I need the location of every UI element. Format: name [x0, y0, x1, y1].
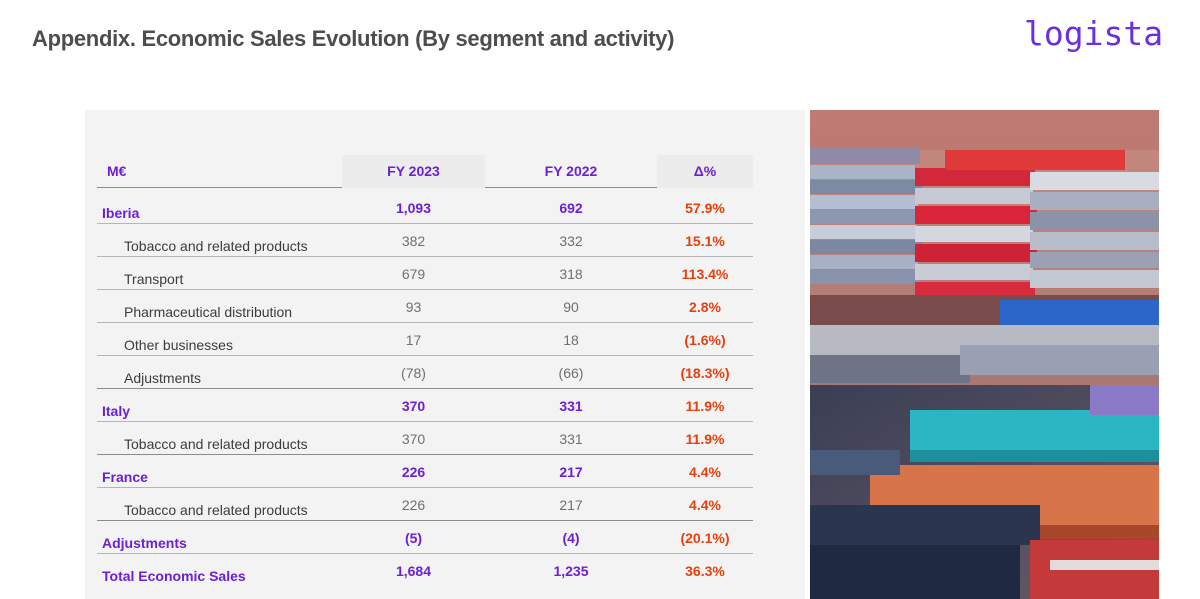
table-row: Tobacco and related products 382 332 15.…: [97, 224, 753, 257]
row-label: Iberia: [102, 205, 140, 221]
table-row: Adjustments (78) (66) (18.3%): [97, 356, 753, 389]
value-fy2023: 370: [401, 431, 426, 447]
value-fy2022: 90: [563, 299, 579, 315]
table-row: Adjustments (5) (4) (20.1%): [97, 521, 753, 554]
value-fy2022: 18: [563, 332, 579, 348]
value-delta: 4.4%: [689, 497, 721, 513]
value-delta: 36.3%: [685, 563, 725, 579]
page-title: Appendix. Economic Sales Evolution (By s…: [32, 26, 675, 51]
value-fy2022: (4): [562, 530, 580, 546]
value-fy2023: 679: [401, 266, 426, 282]
value-delta: (20.1%): [680, 530, 730, 546]
table-row-total: Total Economic Sales 1,684 1,235 36.3%: [97, 554, 753, 587]
value-delta: 15.1%: [685, 233, 725, 249]
value-fy2023: 226: [401, 464, 426, 480]
value-fy2022: (66): [558, 365, 584, 381]
table-row: Tobacco and related products 370 331 11.…: [97, 422, 753, 455]
value-delta: 11.9%: [685, 431, 725, 447]
value-fy2023: (78): [401, 365, 426, 381]
table-panel: [85, 110, 805, 599]
value-fy2022: 318: [559, 266, 583, 282]
value-delta: (1.6%): [684, 332, 726, 348]
table-row: France 226 217 4.4%: [97, 455, 753, 488]
value-fy2022: 1,235: [553, 563, 589, 579]
column-header-fy2023: FY 2023: [342, 155, 485, 188]
row-label: Italy: [102, 403, 131, 419]
value-fy2023: 1,093: [395, 200, 432, 216]
logista-logo: logista: [1024, 14, 1164, 53]
column-header-delta: Δ%: [657, 155, 753, 188]
row-label: Tobacco and related products: [124, 238, 308, 254]
row-label: Pharmaceutical distribution: [124, 304, 293, 320]
value-fy2022: 692: [559, 200, 583, 216]
row-label: France: [102, 469, 148, 485]
value-delta: 4.4%: [689, 464, 721, 480]
value-delta: (18.3%): [680, 365, 730, 381]
value-fy2022: 331: [559, 431, 583, 447]
row-label: Total Economic Sales: [102, 568, 246, 584]
row-label: Tobacco and related products: [124, 502, 308, 518]
column-header-fy2022: FY 2022: [544, 163, 598, 179]
column-header-unit: M€: [107, 163, 127, 179]
value-fy2023: 1,684: [395, 563, 432, 579]
table-row: Other businesses 17 18 (1.6%): [97, 323, 753, 356]
value-delta: 11.9%: [685, 398, 725, 414]
row-label: Transport: [124, 271, 184, 287]
row-label: Other businesses: [124, 337, 233, 353]
table-row: Transport 679 318 113.4%: [97, 257, 753, 290]
table-row: Pharmaceutical distribution 93 90 2.8%: [97, 290, 753, 323]
table-row: Iberia 1,093 692 57.9%: [97, 191, 753, 224]
value-fy2023: (5): [404, 530, 423, 546]
table-body: Iberia 1,093 692 57.9% Tobacco and relat…: [97, 191, 753, 587]
value-fy2023: 93: [405, 299, 422, 315]
value-fy2022: 332: [559, 233, 583, 249]
table-header: M€ FY 2023 FY 2022 Δ%: [97, 155, 753, 188]
books-photo: [810, 110, 1159, 599]
row-label: Adjustments: [124, 370, 202, 386]
table-row: Italy 370 331 11.9%: [97, 389, 753, 422]
value-delta: 113.4%: [681, 266, 729, 282]
value-fy2023: 226: [401, 497, 426, 513]
value-fy2023: 370: [401, 398, 426, 414]
value-fy2022: 331: [559, 398, 583, 414]
table-row: Tobacco and related products 226 217 4.4…: [97, 488, 753, 521]
value-delta: 57.9%: [685, 200, 725, 216]
value-fy2023: 17: [405, 332, 422, 348]
value-fy2022: 217: [559, 497, 583, 513]
value-delta: 2.8%: [689, 299, 721, 315]
row-label: Tobacco and related products: [124, 436, 308, 452]
row-label: Adjustments: [102, 535, 187, 551]
value-fy2022: 217: [559, 464, 583, 480]
value-fy2023: 382: [401, 233, 426, 249]
